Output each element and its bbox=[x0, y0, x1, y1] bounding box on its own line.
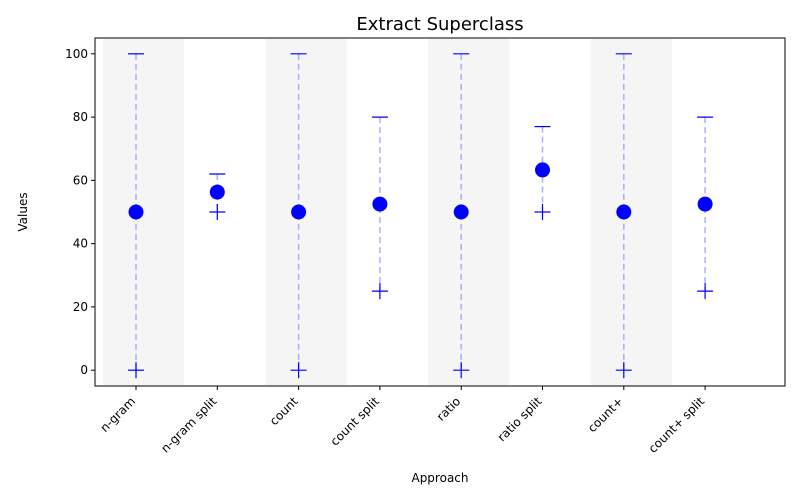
x-tick-label-3: count split bbox=[328, 394, 383, 449]
min-markers bbox=[128, 204, 714, 379]
x-tick-label-6: count+ bbox=[585, 394, 626, 435]
x-tick-label-0: n-gram bbox=[97, 394, 138, 435]
mean-point-6 bbox=[616, 204, 632, 220]
max-caps bbox=[128, 53, 714, 175]
mean-point-7 bbox=[697, 196, 713, 212]
shaded-bands bbox=[103, 38, 672, 386]
mean-point-0 bbox=[128, 204, 144, 220]
mean-points bbox=[128, 162, 713, 220]
mean-point-1 bbox=[209, 184, 225, 200]
x-axis-title: Approach bbox=[411, 471, 468, 485]
plot-frame bbox=[94, 37, 786, 387]
mean-point-4 bbox=[453, 204, 469, 220]
y-tick-label-4: 80 bbox=[73, 110, 88, 124]
y-tick-label-0: 0 bbox=[80, 363, 88, 377]
x-tick-label-4: ratio bbox=[434, 394, 463, 423]
y-tick-label-1: 20 bbox=[73, 300, 88, 314]
x-tick-label-1: n-gram split bbox=[158, 394, 219, 455]
y-axis-title: Values bbox=[16, 192, 30, 231]
mean-point-5 bbox=[535, 162, 550, 178]
y-tick-label-5: 100 bbox=[65, 47, 88, 61]
mean-point-3 bbox=[372, 196, 388, 212]
x-tick-label-7: count+ split bbox=[646, 394, 708, 456]
x-tick-label-2: count bbox=[267, 394, 301, 428]
x-axis-ticks: n-gram n-gram split count count split ratio r… bbox=[97, 386, 707, 456]
mean-point-2 bbox=[291, 204, 307, 220]
y-axis-ticks: 0 20 40 60 80 100 bbox=[65, 47, 95, 377]
y-tick-label-2: 40 bbox=[73, 237, 88, 251]
y-tick-label-3: 60 bbox=[73, 173, 88, 187]
x-tick-label-5: ratio split bbox=[495, 394, 545, 444]
chart-title: Extract Superclass bbox=[356, 14, 523, 35]
